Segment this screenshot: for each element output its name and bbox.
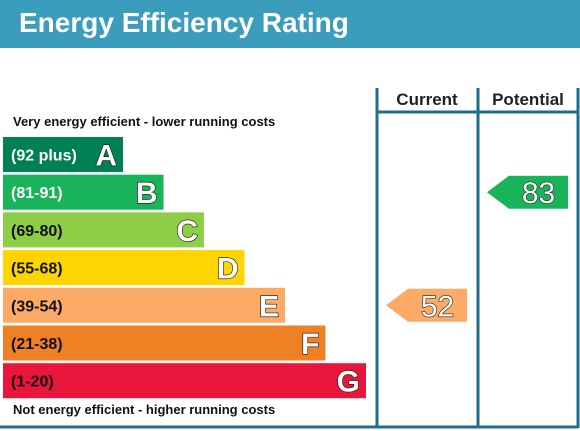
band-e-bar	[3, 287, 285, 323]
band-g-letter: G	[337, 366, 360, 399]
potential-column-header: Potential	[492, 90, 564, 109]
efficient-caption: Very energy efficient - lower running co…	[13, 114, 276, 129]
band-b-letter: B	[136, 177, 158, 210]
potential-rating-arrow	[487, 175, 568, 209]
band-e-range: (39-54)	[11, 298, 63, 315]
band-c-letter: C	[176, 215, 198, 248]
band-f-bar	[3, 325, 326, 361]
rating-table-frame	[0, 88, 580, 429]
band-d-letter: D	[217, 253, 239, 286]
band-b-bar	[3, 174, 164, 210]
current-rating-value: 52	[421, 290, 454, 323]
band-b-range: (81-91)	[11, 185, 63, 202]
band-a-bar	[3, 137, 123, 172]
band-g-bar	[3, 363, 366, 399]
band-a-letter: A	[95, 140, 117, 173]
band-f-letter: F	[301, 328, 319, 361]
band-f-range: (21-38)	[11, 336, 63, 353]
rating-bands: (92 plus) A (81-91) B (69-80) C (55-68) D (39-54…	[3, 137, 366, 399]
band-g-range: (1-20)	[11, 374, 54, 391]
rating-arrows: 52 83	[386, 175, 568, 324]
current-rating-arrow	[386, 288, 467, 322]
header-bar: Energy Efficiency Rating	[0, 0, 580, 48]
band-d-bar	[3, 250, 245, 286]
potential-rating-value: 83	[522, 177, 555, 210]
band-c-range: (69-80)	[11, 223, 63, 240]
band-c-bar	[3, 212, 204, 248]
band-a-range: (92 plus)	[11, 148, 77, 165]
current-column-header: Current	[396, 90, 458, 109]
band-e-letter: E	[259, 290, 279, 323]
page-title: Energy Efficiency Rating	[19, 7, 349, 38]
band-d-range: (55-68)	[11, 261, 63, 278]
inefficient-caption: Not energy efficient - higher running co…	[13, 402, 276, 417]
